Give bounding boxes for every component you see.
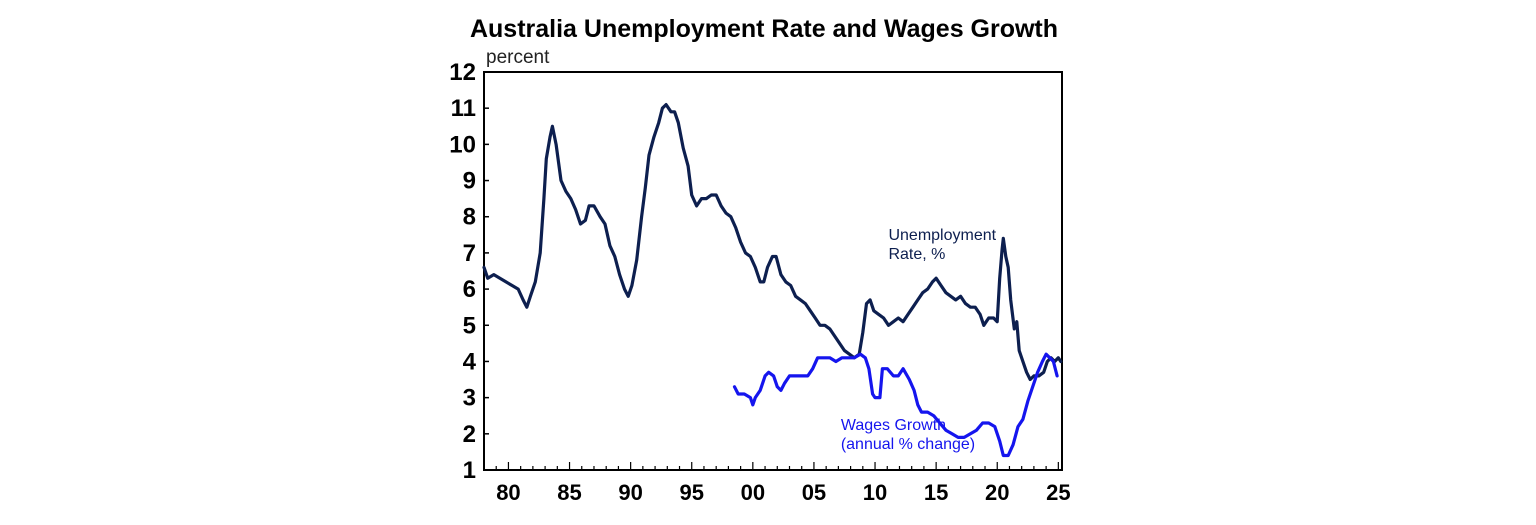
- y-tick-label: 11: [451, 95, 476, 122]
- x-tick-label: 10: [863, 480, 887, 505]
- x-tick-label: 15: [924, 480, 948, 505]
- x-tick-label: 20: [985, 480, 1009, 505]
- x-tick-label: 25: [1046, 480, 1070, 505]
- wages-growth-label: Wages Growth: [841, 417, 946, 434]
- unemployment-rate-label: Unemployment: [888, 227, 996, 244]
- wages-growth-line: [732, 352, 1059, 458]
- y-tick-label: 3: [463, 385, 476, 412]
- y-tick-label: 5: [463, 312, 476, 339]
- y-tick-label: 4: [463, 348, 477, 375]
- y-tick-label: 2: [463, 421, 476, 448]
- plot-frame: [483, 71, 1063, 471]
- unemployment-rate-label: Rate, %: [888, 246, 945, 263]
- x-tick-label: 85: [557, 480, 581, 505]
- y-tick-label: 10: [449, 131, 476, 158]
- y-tick-label: 6: [463, 276, 476, 303]
- y-tick-label: 12: [449, 59, 476, 86]
- y-tick-label: 1: [463, 457, 476, 484]
- y-axis-unit-label: percent: [486, 47, 550, 68]
- y-tick-label: 8: [463, 204, 476, 231]
- y-tick-label: 7: [463, 240, 476, 267]
- chart-title: Australia Unemployment Rate and Wages Gr…: [470, 15, 1058, 43]
- x-tick-label: 80: [496, 480, 520, 505]
- x-axis: 80 85 90 95 00 05 10 15 20 25: [483, 462, 1071, 505]
- x-tick-label: 95: [679, 480, 703, 505]
- x-tick-label: 00: [741, 480, 765, 505]
- series-lines: [482, 103, 1063, 458]
- x-tick-label: 90: [618, 480, 642, 505]
- series-labels: Unemployment Rate, % Wages Growth (annual %…: [841, 227, 997, 453]
- x-tick-label: 05: [802, 480, 826, 505]
- wages-growth-label: (annual % change): [841, 436, 975, 453]
- unemployment-rate-line: [482, 103, 1063, 382]
- y-tick-label: 9: [463, 168, 476, 195]
